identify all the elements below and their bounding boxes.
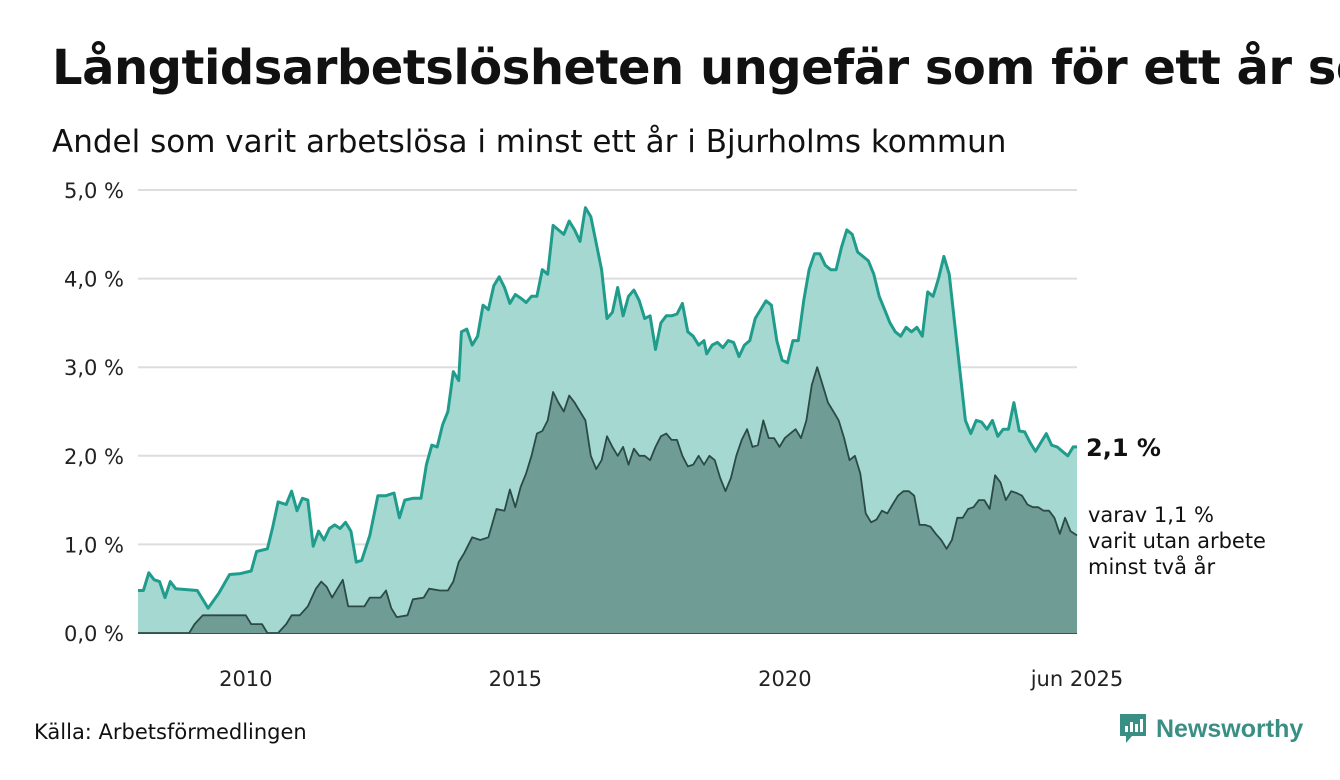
y-tick-label: 2,0 %: [64, 445, 124, 469]
end-label-sub-line: varav 1,1 %: [1088, 503, 1214, 527]
y-tick-label: 5,0 %: [64, 179, 124, 203]
area-sub-line: [138, 366, 1078, 634]
y-tick-label: 3,0 %: [64, 356, 124, 380]
source-note: Källa: Arbetsförmedlingen: [34, 720, 307, 744]
x-tick-label: 2020: [758, 667, 811, 691]
brand-logo[interactable]: Newsworthy: [1118, 713, 1303, 745]
end-label-sub-line: minst två år: [1088, 554, 1216, 579]
newsworthy-logo-icon: [1120, 714, 1146, 743]
end-label-main: 2,1 %: [1086, 434, 1161, 462]
end-label-sub-line: varit utan arbete: [1088, 529, 1266, 553]
y-tick-label: 4,0 %: [64, 268, 124, 292]
x-tick-label: 2015: [489, 667, 542, 691]
chart-title: Långtidsarbetslösheten ungefär som för e…: [52, 40, 1340, 96]
y-tick-label: 0,0 %: [64, 622, 124, 646]
y-tick-label: 1,0 %: [64, 533, 124, 557]
chart-subtitle: Andel som varit arbetslösa i minst ett å…: [52, 124, 1007, 160]
x-tick-label: 2010: [219, 667, 272, 691]
brand-name: Newsworthy: [1156, 714, 1304, 743]
x-tick-label: jun 2025: [1030, 667, 1124, 691]
area-main-line: [138, 206, 1077, 610]
